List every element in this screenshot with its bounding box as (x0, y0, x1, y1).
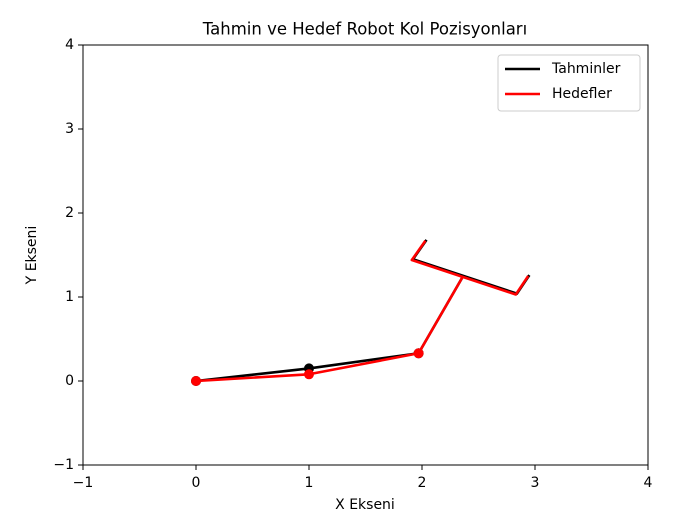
x-tick-label: −1 (73, 475, 94, 491)
y-tick-label: 2 (65, 205, 74, 221)
y-tick-label: 3 (65, 121, 74, 137)
y-tick-label: −1 (53, 457, 74, 473)
series-line (195, 239, 530, 383)
x-tick-label: 3 (531, 475, 540, 491)
x-tick-label: 4 (644, 475, 653, 491)
y-tick-label: 4 (65, 37, 74, 53)
legend-label: Hedefler (552, 86, 612, 102)
x-axis-label: X Ekseni (335, 497, 395, 513)
point-marker (413, 348, 424, 359)
x-tick-label: 2 (418, 475, 427, 491)
plot-frame (82, 44, 649, 466)
y-axis-label: Y Ekseni (24, 226, 40, 286)
y-tick-label: 0 (65, 373, 74, 389)
legend-label: Tahminler (551, 61, 621, 77)
y-tick-label: 1 (65, 289, 74, 305)
x-tick-label: 1 (305, 475, 314, 491)
chart-title: Tahmin ve Hedef Robot Kol Pozisyonları (202, 20, 527, 39)
x-tick-label: 0 (192, 475, 201, 491)
point-marker (304, 369, 314, 380)
point-marker (191, 376, 201, 386)
